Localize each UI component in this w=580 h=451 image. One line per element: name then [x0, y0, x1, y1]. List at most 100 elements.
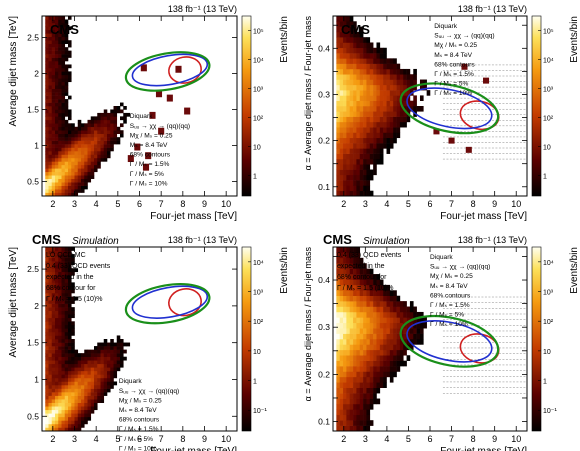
heatmap-cell [343, 116, 347, 123]
heatmap-cell [87, 353, 92, 357]
heatmap-cell [366, 371, 371, 378]
heatmap-cell [94, 133, 98, 138]
heatmap-cell [51, 392, 56, 396]
heatmap-cell [58, 300, 62, 304]
heatmap-cell [68, 164, 72, 169]
heatmap-cell [343, 425, 347, 432]
heatmap-cell [48, 175, 53, 179]
heatmap-cell [58, 385, 62, 389]
heatmap-cell [107, 116, 111, 121]
heatmap-cell [336, 414, 340, 421]
heatmap-cell [363, 116, 367, 123]
heatmap-cell [419, 317, 424, 324]
heatmap-cell [90, 126, 95, 131]
heatmap-cell [359, 169, 364, 176]
heatmap-cell [346, 74, 351, 80]
heatmap-cell [61, 307, 66, 311]
heatmap-cell [376, 333, 381, 340]
heatmap-cell [376, 143, 381, 149]
heatmap-cell [339, 301, 344, 307]
heatmap-cell [403, 100, 407, 107]
heatmap-cell [369, 63, 374, 70]
isolated-bin [166, 94, 173, 102]
heatmap-cell [339, 158, 344, 165]
heatmap-cell [356, 328, 361, 334]
heatmap-cell [68, 168, 72, 173]
heatmap-cell [346, 290, 351, 296]
heatmap-cell [373, 311, 377, 318]
heatmap-cell [369, 371, 374, 378]
heatmap-cell [349, 311, 354, 318]
heatmap-cell [97, 374, 101, 379]
heatmap-cell [336, 190, 340, 197]
heatmap-cell [349, 279, 354, 286]
cms-label: CMS [50, 22, 79, 37]
heatmap-cell [356, 295, 361, 302]
legend-line: Γ / Mₛ = 1.5% [119, 426, 159, 433]
heatmap-cell [64, 392, 69, 396]
heatmap-cell [399, 84, 404, 91]
heatmap-cell [339, 58, 344, 64]
heatmap-cell [107, 133, 111, 138]
heatmap-cell [356, 284, 361, 291]
heatmap-cell [81, 189, 85, 193]
heatmap-cell [100, 112, 105, 117]
heatmap-cell [55, 92, 59, 96]
heatmap-cell [383, 132, 387, 139]
colorbar-tick-label: 1 [253, 174, 257, 181]
heatmap-cell [68, 342, 72, 347]
heatmap-cell [84, 356, 88, 361]
heatmap-cell [366, 317, 371, 324]
heatmap-cell [363, 47, 367, 54]
heatmap-cell [406, 317, 411, 324]
heatmap-cell [58, 289, 62, 294]
heatmap-cell [339, 111, 344, 117]
heatmap-cell [58, 278, 62, 283]
heatmap-cell [58, 192, 62, 197]
heatmap-cell [58, 310, 62, 315]
heatmap-cell [393, 339, 397, 345]
heatmap-cell [77, 130, 82, 134]
heatmap-cell [356, 169, 361, 176]
heatmap-cell [94, 144, 98, 148]
heatmap-cell [373, 63, 377, 70]
heatmap-cell [55, 99, 59, 103]
heatmap-cell [423, 317, 427, 324]
heatmap-cell [45, 185, 49, 190]
heatmap-cell [366, 132, 371, 139]
heatmap-cell [366, 58, 371, 64]
heatmap-cell [359, 190, 364, 197]
heatmap-cell [110, 363, 114, 368]
heatmap-cell [58, 57, 62, 62]
heatmap-cell [58, 356, 62, 361]
heatmap-cell [64, 331, 69, 336]
heatmap-cell [48, 157, 53, 162]
heatmap-cell [353, 47, 357, 54]
heatmap-cell [373, 360, 377, 367]
legend-line: Γ / Mₛ = 10% [430, 321, 468, 328]
heatmap-cell [51, 192, 56, 197]
heatmap-cell [74, 189, 79, 193]
heatmap-cell [45, 271, 49, 276]
heatmap-cell [64, 171, 69, 176]
heatmap-cell [51, 40, 56, 44]
heatmap-cell [68, 360, 72, 365]
heatmap-cell [45, 16, 49, 20]
heatmap-cell [353, 127, 357, 133]
heatmap-cell [45, 385, 49, 389]
heatmap-cell [94, 168, 98, 173]
heatmap-cell [61, 399, 66, 403]
heatmap-cell [71, 254, 75, 258]
heatmap-cell [346, 306, 351, 313]
heatmap-cell [51, 353, 56, 357]
heatmap-cell [61, 61, 66, 65]
heatmap-cell [369, 290, 374, 296]
heatmap-cell [363, 366, 367, 372]
isolated-bin [461, 63, 468, 70]
heatmap-cell [376, 311, 381, 318]
heatmap-cell [90, 363, 95, 368]
heatmap-cell [55, 102, 59, 107]
heatmap-cell [353, 398, 357, 405]
heatmap-cell [71, 392, 75, 396]
heatmap-cell [359, 116, 364, 123]
